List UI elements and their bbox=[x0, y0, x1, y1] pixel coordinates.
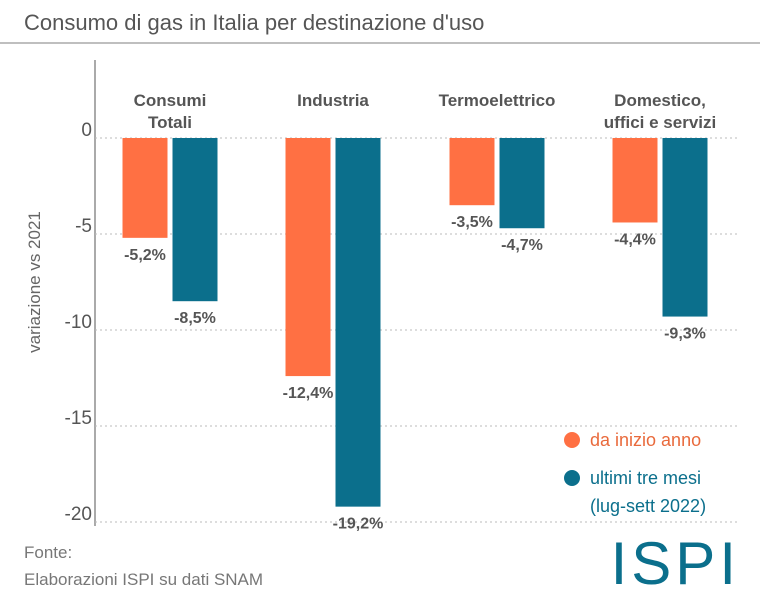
y-tick-label: -5 bbox=[75, 216, 92, 237]
category-label: Totali bbox=[148, 113, 192, 132]
bar-ultimi-tre-mesi bbox=[499, 138, 545, 229]
legend: da inizio anno ultimi tre mesi (lug-sett 2… bbox=[564, 430, 706, 516]
data-label: -4,7% bbox=[501, 237, 543, 254]
bar-da-inizio-anno bbox=[612, 138, 658, 223]
y-tick-label: -15 bbox=[65, 408, 92, 429]
category-label: Consumi bbox=[134, 91, 207, 110]
source-label: Fonte: bbox=[24, 543, 72, 562]
bar-da-inizio-anno bbox=[449, 138, 495, 206]
source-text: Elaborazioni ISPI su dati SNAM bbox=[24, 570, 263, 589]
category-labels: Consumi Totali Industria Termoelettrico Dome… bbox=[134, 91, 717, 132]
legend-marker bbox=[564, 470, 580, 486]
y-axis-label: variazione vs 2021 bbox=[25, 211, 44, 353]
bar-da-inizio-anno bbox=[122, 138, 168, 238]
data-label: -3,5% bbox=[451, 214, 493, 231]
legend-marker bbox=[564, 432, 580, 448]
bar-ultimi-tre-mesi bbox=[662, 138, 708, 317]
legend-label: da inizio anno bbox=[590, 430, 701, 450]
chart-title: Consumo di gas in Italia per destinazion… bbox=[24, 10, 484, 35]
y-tick-label: -10 bbox=[65, 312, 92, 333]
y-ticks: 0 -5 -10 -15 -20 bbox=[65, 120, 92, 525]
data-label: -9,3% bbox=[664, 326, 706, 343]
category-label: Termoelettrico bbox=[439, 91, 556, 110]
data-labels: -5,2% -12,4% -3,5% -4,4% -8,5% -19,2% -4,7% -9,… bbox=[124, 214, 706, 532]
data-label: -19,2% bbox=[333, 516, 384, 533]
bar-ultimi-tre-mesi bbox=[172, 138, 218, 302]
y-tick-label: -20 bbox=[65, 504, 92, 525]
category-label: uffici e servizi bbox=[604, 113, 716, 132]
data-label: -12,4% bbox=[283, 385, 334, 402]
data-label: -8,5% bbox=[174, 310, 216, 327]
legend-label: (lug-sett 2022) bbox=[590, 496, 706, 516]
bars bbox=[122, 138, 708, 507]
data-label: -5,2% bbox=[124, 247, 166, 264]
bar-da-inizio-anno bbox=[285, 138, 331, 377]
y-tick-label: 0 bbox=[81, 120, 92, 141]
bar-ultimi-tre-mesi bbox=[335, 138, 381, 507]
ispi-logo: ISPI bbox=[611, 530, 740, 597]
category-label: Domestico, bbox=[614, 91, 706, 110]
category-label: Industria bbox=[297, 91, 369, 110]
legend-label: ultimi tre mesi bbox=[590, 468, 701, 488]
data-label: -4,4% bbox=[614, 231, 656, 248]
